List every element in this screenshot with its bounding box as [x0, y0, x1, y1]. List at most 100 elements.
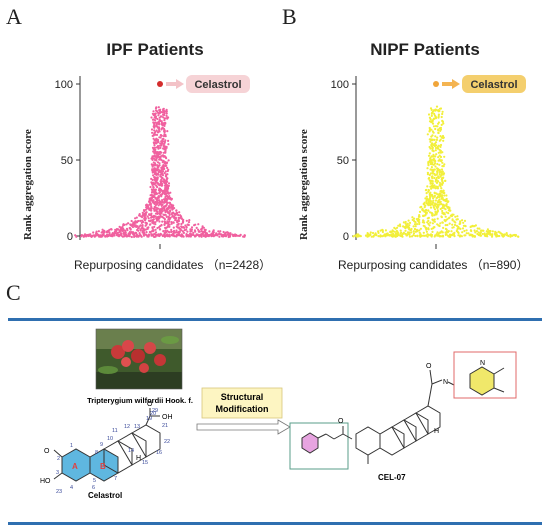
point [171, 233, 174, 236]
point [412, 230, 415, 233]
point [433, 176, 436, 180]
atom-o-amide: O [426, 363, 432, 370]
panel-label-c: C [6, 280, 21, 305]
point [431, 218, 434, 221]
point [425, 195, 428, 198]
point [139, 229, 142, 232]
point [215, 233, 218, 236]
x-axis-label-b: Repurposing candidates （n=890） [338, 258, 529, 272]
point [159, 173, 163, 176]
point [430, 144, 433, 147]
point [495, 234, 498, 237]
point [153, 179, 157, 182]
point [448, 216, 451, 219]
point [426, 185, 429, 188]
highlight-point [433, 81, 439, 87]
atom-number-3: 3 [56, 470, 59, 476]
point [428, 173, 431, 177]
point [440, 159, 443, 162]
point [163, 133, 167, 137]
point [166, 130, 169, 133]
compound-name: Celastrol [88, 491, 122, 500]
point [157, 195, 160, 198]
point [435, 185, 438, 188]
point [157, 233, 160, 236]
point [396, 226, 399, 229]
point [168, 223, 171, 226]
point [443, 155, 446, 158]
point [166, 235, 169, 238]
point [157, 170, 160, 174]
point [160, 195, 163, 198]
point [164, 234, 168, 237]
y-tick-label-100: 100 [331, 79, 349, 91]
point [408, 235, 411, 238]
point [441, 177, 444, 180]
point [437, 128, 440, 131]
point [431, 175, 434, 178]
point [177, 232, 181, 235]
point [370, 235, 373, 238]
point [433, 172, 436, 176]
point [162, 166, 165, 170]
point [474, 224, 477, 227]
point [136, 220, 139, 223]
point [410, 231, 413, 234]
point [185, 228, 188, 231]
point [433, 184, 436, 187]
point [414, 225, 417, 228]
point [461, 227, 465, 230]
point [165, 230, 168, 233]
point [431, 134, 434, 137]
point [165, 175, 168, 178]
point [419, 206, 422, 209]
point [141, 224, 144, 227]
point [155, 129, 158, 132]
point [127, 234, 130, 238]
point [441, 221, 444, 224]
point [177, 222, 180, 225]
point [413, 223, 417, 226]
point [144, 233, 147, 236]
point [432, 204, 435, 207]
point [125, 233, 128, 236]
point [243, 235, 246, 238]
point [224, 234, 227, 237]
point [194, 223, 197, 226]
point [386, 234, 389, 237]
point [133, 232, 136, 235]
point [165, 215, 168, 218]
point [167, 116, 170, 119]
point [131, 225, 135, 229]
point [514, 234, 517, 237]
point [412, 225, 415, 228]
point [465, 229, 468, 232]
point [441, 110, 444, 113]
point [161, 207, 164, 210]
point [381, 228, 384, 231]
point [147, 217, 150, 220]
point [454, 215, 457, 218]
point [414, 234, 417, 238]
point [436, 167, 439, 170]
point [151, 169, 154, 172]
point [419, 235, 422, 238]
point [150, 181, 153, 184]
point [161, 124, 164, 127]
point [418, 229, 421, 232]
point [184, 224, 187, 227]
point [157, 173, 160, 176]
y-axis-label-b: Rank aggregation score [298, 129, 310, 240]
chemistry-scheme: Tripterygium wilfordii Hook. f. Structur… [40, 328, 517, 500]
point [159, 214, 162, 218]
point [163, 122, 166, 125]
atom-number-21: 21 [162, 423, 168, 429]
point [170, 230, 173, 233]
plant-photo [95, 328, 183, 390]
point [166, 189, 169, 192]
point [435, 181, 439, 184]
point [434, 141, 438, 144]
point [165, 146, 168, 149]
point [153, 144, 156, 147]
point [175, 233, 178, 236]
